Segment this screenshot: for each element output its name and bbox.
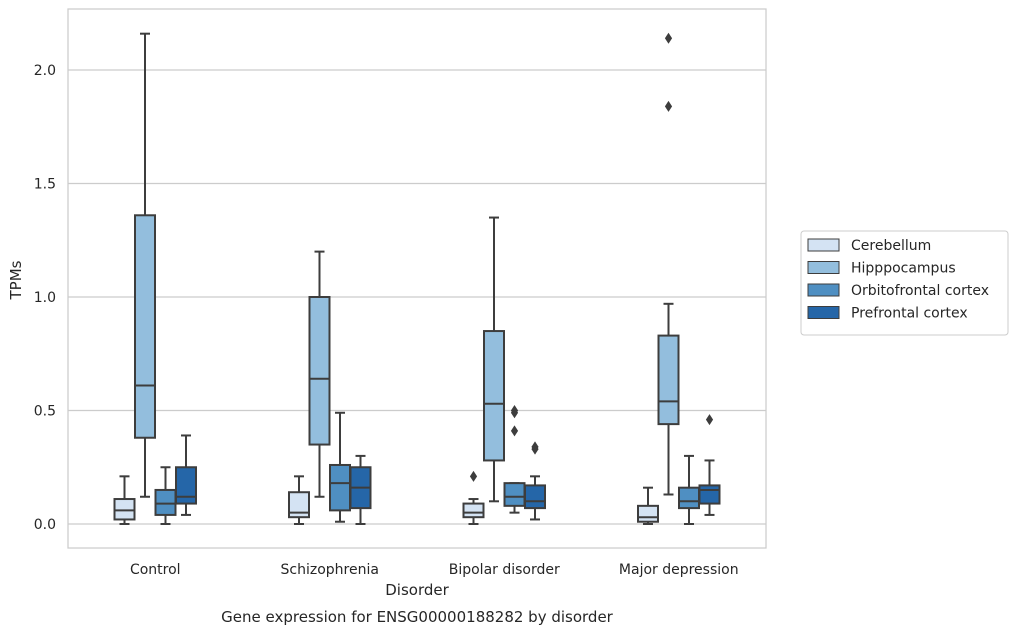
box-group <box>329 411 351 523</box>
x-tick-label: Major depression <box>619 562 739 578</box>
box-group <box>154 466 177 525</box>
outlier-marker <box>510 425 519 437</box>
box-group <box>637 486 659 525</box>
x-axis-label: Disorder <box>385 581 449 599</box>
legend: Cerebellum Hipppocampus Orbitofrontal cort… <box>800 230 1009 336</box>
y-tick-label: 0.0 <box>34 517 56 533</box>
outlier-marker <box>705 414 714 426</box>
box-group <box>657 32 680 496</box>
box-group <box>308 250 331 498</box>
box-group <box>288 475 310 525</box>
legend-label: Prefrontal cortex <box>851 306 968 322</box>
iqr-box <box>637 504 659 523</box>
outlier-marker <box>531 441 539 453</box>
iqr-box <box>134 214 156 439</box>
x-tick-labels: Control Schizophrenia Bipolar disorder Majo… <box>130 562 739 578</box>
iqr-box <box>154 488 177 516</box>
y-tick-labels: 0.0 0.5 1.0 1.5 2.0 <box>34 63 56 533</box>
iqr-box <box>288 491 310 519</box>
iqr-box <box>483 330 505 462</box>
iqr-box <box>524 484 546 510</box>
box-group <box>678 454 700 525</box>
y-tick-label: 1.5 <box>34 177 56 193</box>
iqr-box <box>329 463 351 512</box>
box-group <box>524 441 546 521</box>
box-group <box>483 216 505 503</box>
box-group <box>462 470 485 525</box>
x-tick-label: Control <box>130 562 181 578</box>
iqr-box <box>678 486 700 510</box>
outlier-marker <box>469 470 478 482</box>
iqr-box <box>698 484 721 505</box>
iqr-box <box>308 296 331 446</box>
legend-swatch <box>807 283 840 297</box>
box-group <box>698 414 721 516</box>
iqr-box <box>175 466 197 505</box>
chart-caption: Gene expression for ENSG00000188282 by d… <box>221 608 614 626</box>
box-groups <box>113 32 721 525</box>
box-group <box>503 405 526 514</box>
iqr-box <box>462 502 485 519</box>
iqr-box <box>503 482 526 507</box>
box-group <box>113 475 136 525</box>
legend-swatch <box>807 261 840 274</box>
outlier-marker <box>510 405 519 416</box>
legend-frame <box>800 230 1009 336</box>
iqr-box <box>113 498 136 521</box>
legend-label: Orbitofrontal cortex <box>851 283 989 299</box>
y-tick-label: 1.0 <box>34 290 56 306</box>
legend-label: Hipppocampus <box>851 261 956 277</box>
x-tick-label: Schizophrenia <box>281 562 379 578</box>
outlier-marker <box>664 100 673 112</box>
outlier-marker <box>664 32 673 44</box>
y-tick-label: 2.0 <box>34 63 56 79</box>
legend-swatch <box>807 306 840 319</box>
legend-swatch <box>807 238 840 252</box>
x-tick-label: Bipolar disorder <box>449 562 560 578</box>
y-tick-label: 0.5 <box>34 404 56 420</box>
box-group <box>349 454 372 525</box>
y-gridlines <box>68 69 766 525</box>
y-axis-label: TPMs <box>7 260 25 300</box>
box-group <box>175 434 197 516</box>
plot-frame <box>67 8 767 549</box>
legend-label: Cerebellum <box>851 238 931 254</box>
box-group <box>134 32 156 498</box>
iqr-box <box>657 334 680 426</box>
